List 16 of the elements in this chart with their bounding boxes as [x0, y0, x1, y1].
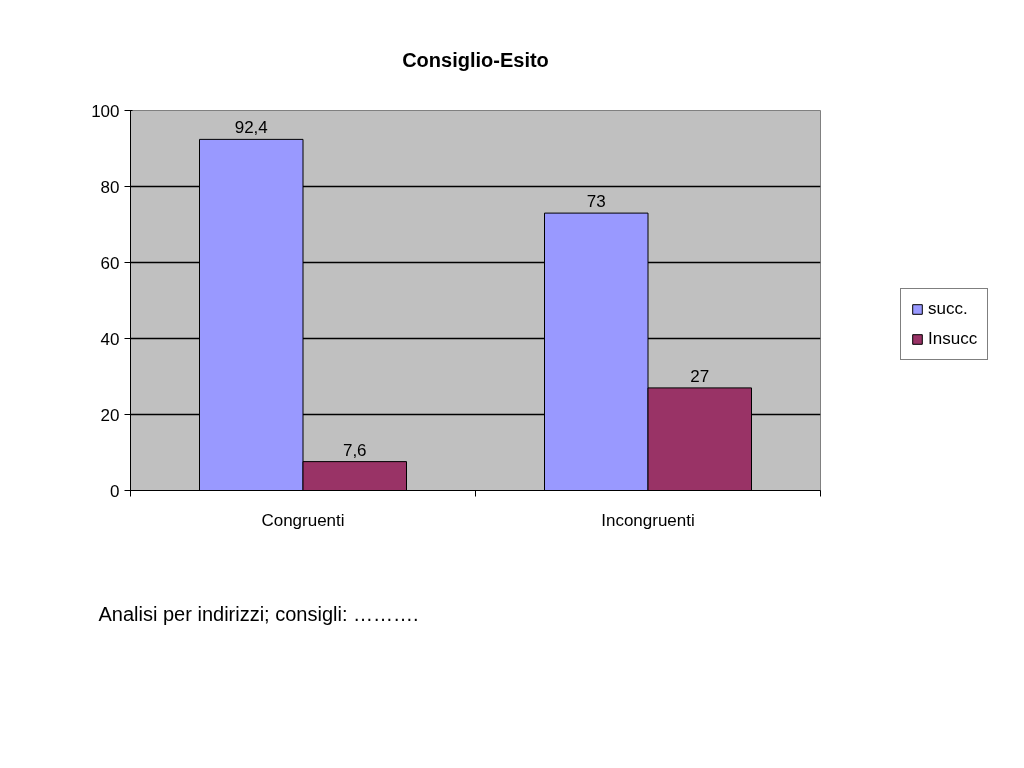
x-tick-label: Incongruenti	[601, 510, 695, 530]
y-tick-label: 20	[100, 405, 120, 425]
data-label: 92,4	[234, 118, 268, 138]
y-tick-label: 80	[100, 177, 120, 197]
chart-title: Consiglio-Esito	[402, 48, 549, 71]
y-tick-label: 60	[100, 253, 120, 273]
y-tick-label: 40	[100, 329, 120, 349]
legend-label: Insucc	[928, 329, 978, 349]
y-tick-label: 0	[110, 481, 120, 501]
x-tick-label: Congruenti	[261, 510, 345, 530]
data-label: 73	[586, 192, 606, 212]
data-label: 7,6	[342, 440, 367, 460]
data-label: 27	[690, 366, 710, 386]
text: Analisi per indirizzi; consigli: ……….	[98, 603, 419, 625]
y-tick-label: 100	[91, 101, 120, 121]
legend-label: succ.	[928, 299, 968, 319]
